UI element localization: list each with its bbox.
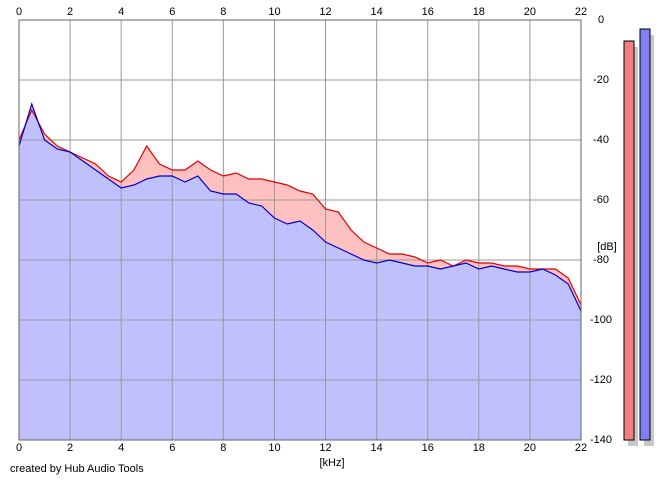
y-tick-label: -100 [590, 314, 612, 326]
y-tick-label: -80 [593, 254, 609, 266]
spectrum-line [18, 102, 582, 312]
y-tick-label: -20 [593, 74, 609, 86]
x-tick-label: 14 [371, 442, 383, 454]
y-tick-label: -120 [590, 374, 612, 386]
x-tick-label: 2 [67, 6, 73, 18]
x-tick-label: 10 [268, 6, 280, 18]
x-tick-label: 18 [473, 442, 485, 454]
y-axis-label: [dB] [597, 241, 617, 253]
x-tick-label: 12 [319, 442, 331, 454]
x-tick-label: 8 [220, 442, 226, 454]
y-tick-label: -60 [593, 194, 609, 206]
credit: created by Hub Audio Tools [10, 463, 144, 475]
x-axis-label: [kHz] [319, 457, 344, 469]
level-meter [639, 28, 651, 441]
x-tick-label: 10 [268, 442, 280, 454]
x-tick-label: 20 [524, 442, 536, 454]
x-tick-label: 6 [169, 442, 175, 454]
y-tick-label: 0 [598, 14, 604, 26]
x-tick-label: 14 [371, 6, 383, 18]
x-tick-label: 4 [118, 442, 124, 454]
plot-border [18, 19, 582, 441]
x-tick-label: 16 [422, 6, 434, 18]
x-tick-label: 12 [319, 6, 331, 18]
x-tick-label: 20 [524, 6, 536, 18]
x-tick-label: 8 [220, 6, 226, 18]
y-tick-label: -40 [593, 134, 609, 146]
x-tick-label: 0 [16, 442, 22, 454]
spectrum-area [19, 104, 581, 440]
y-tick-label: -140 [590, 434, 612, 446]
x-tick-label: 18 [473, 6, 485, 18]
x-tick-label: 4 [118, 6, 124, 18]
x-tick-label: 0 [16, 6, 22, 18]
x-tick-label: 22 [575, 442, 587, 454]
x-tick-label: 22 [575, 6, 587, 18]
x-tick-label: 16 [422, 442, 434, 454]
spectrum-line [18, 108, 582, 306]
level-meter [623, 40, 635, 441]
x-tick-label: 6 [169, 6, 175, 18]
x-tick-label: 2 [67, 442, 73, 454]
